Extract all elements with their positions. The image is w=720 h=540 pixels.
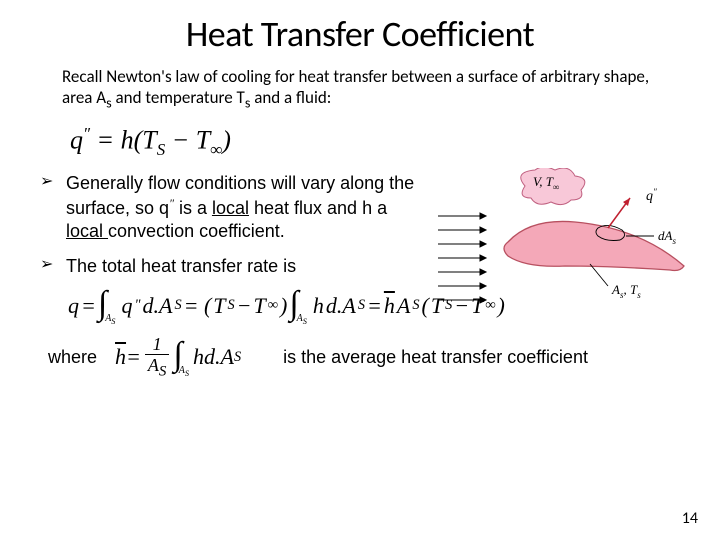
equation-hbar: h = 1 AS ∫AS h d.AS [115, 335, 241, 380]
intro-text: Recall Newton's law of cooling for heat … [62, 66, 680, 112]
svg-text:dAs: dAs [658, 228, 676, 246]
flow-diagram: V, T∞ q″ dAs As, Ts [430, 168, 690, 328]
svg-text:q″: q″ [646, 187, 657, 204]
page-number: 14 [682, 509, 698, 528]
where-label: where [48, 347, 97, 368]
equation-newtons-law: q″ = h(TS − T∞) [70, 124, 231, 160]
slide-title: Heat Transfer Coefficient [40, 12, 680, 56]
svg-text:As, Ts: As, Ts [611, 282, 641, 300]
bullet-local-flux: Generally flow conditions will vary alon… [40, 172, 426, 243]
avg-coefficient-text: is the average heat transfer coefficient [283, 347, 588, 368]
